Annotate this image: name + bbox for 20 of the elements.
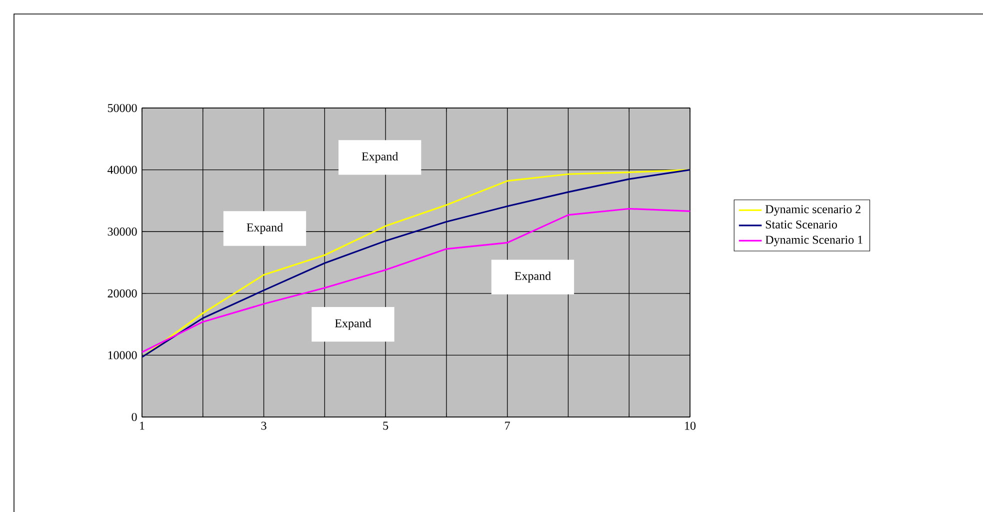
x-tick-label: 7 — [505, 422, 510, 430]
annotation: Expand — [362, 152, 398, 163]
line-series — [142, 169, 690, 358]
line-series — [142, 208, 690, 353]
x-tick-label: 1 — [140, 422, 144, 430]
annotation: Expand — [246, 223, 283, 234]
annotation: Expand — [514, 272, 551, 282]
x-tick-label: 10 — [685, 422, 696, 430]
x-tick-label: 5 — [383, 422, 388, 430]
y-tick-label: 10000 — [108, 351, 137, 360]
legend-label: Dynamic Scenario 1 — [765, 236, 862, 246]
legend-label: Static Scenario — [766, 220, 837, 229]
y-tick-label: 20000 — [108, 289, 137, 298]
annotation: Expand — [335, 318, 372, 330]
y-tick-label: 40000 — [108, 166, 137, 174]
y-tick-label: 30000 — [108, 228, 137, 236]
x-tick-label: 3 — [261, 422, 266, 430]
y-tick-label: 0 — [132, 412, 137, 422]
y-tick-label: 50000 — [108, 104, 137, 112]
legend-label: Dynamic scenario 2 — [765, 205, 860, 216]
